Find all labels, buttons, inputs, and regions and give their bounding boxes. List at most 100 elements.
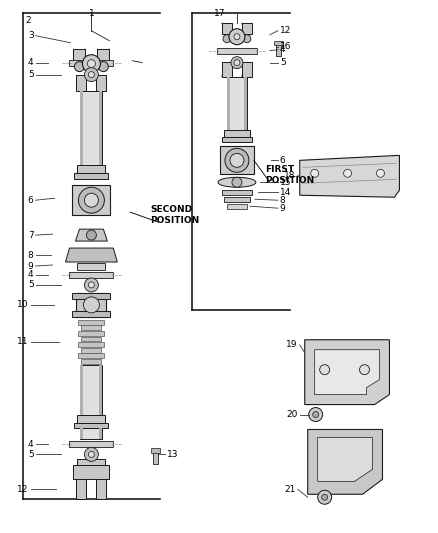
Bar xyxy=(99,365,102,415)
Bar xyxy=(77,479,86,499)
Text: 12: 12 xyxy=(17,485,28,494)
Bar xyxy=(78,165,106,173)
Bar xyxy=(77,293,106,317)
Bar xyxy=(74,423,108,429)
Circle shape xyxy=(243,35,251,43)
Polygon shape xyxy=(75,229,107,241)
Ellipse shape xyxy=(218,177,256,187)
Text: 4: 4 xyxy=(28,440,34,449)
Circle shape xyxy=(311,169,319,177)
Polygon shape xyxy=(242,62,252,77)
Text: 4: 4 xyxy=(280,45,286,54)
Text: 5: 5 xyxy=(28,450,34,459)
Circle shape xyxy=(86,230,96,240)
Polygon shape xyxy=(314,350,379,394)
Bar xyxy=(81,348,101,353)
Bar xyxy=(99,91,102,165)
Polygon shape xyxy=(66,248,117,262)
Circle shape xyxy=(78,187,104,213)
Circle shape xyxy=(223,35,231,43)
Text: 17: 17 xyxy=(214,9,226,18)
Text: FIRST
POSITION: FIRST POSITION xyxy=(265,165,314,185)
Bar xyxy=(220,147,254,174)
Bar xyxy=(153,450,158,464)
Polygon shape xyxy=(222,23,232,34)
Bar xyxy=(81,365,83,415)
Bar xyxy=(70,60,113,66)
Polygon shape xyxy=(305,340,389,405)
Bar xyxy=(78,415,106,423)
Bar xyxy=(70,441,113,447)
Bar xyxy=(81,359,101,364)
Circle shape xyxy=(313,411,319,417)
Text: 6: 6 xyxy=(280,156,286,165)
Text: 15: 15 xyxy=(280,178,291,187)
Text: 11: 11 xyxy=(17,337,28,346)
Bar xyxy=(78,459,106,465)
Bar xyxy=(70,272,113,278)
Bar xyxy=(81,91,102,165)
Polygon shape xyxy=(74,49,85,63)
Bar xyxy=(227,204,247,209)
Text: 14: 14 xyxy=(280,188,291,197)
Circle shape xyxy=(230,154,244,167)
Circle shape xyxy=(360,365,370,375)
Bar xyxy=(81,337,101,342)
Circle shape xyxy=(88,282,95,288)
Polygon shape xyxy=(242,23,252,34)
Circle shape xyxy=(85,68,99,82)
Bar xyxy=(81,91,83,165)
Circle shape xyxy=(85,447,99,462)
Bar xyxy=(99,429,102,439)
Text: 20: 20 xyxy=(286,410,298,419)
Circle shape xyxy=(83,297,99,313)
Circle shape xyxy=(231,56,243,69)
Bar xyxy=(72,185,110,215)
Bar xyxy=(78,353,104,358)
Bar xyxy=(151,448,160,454)
Text: 5: 5 xyxy=(280,58,286,67)
Bar xyxy=(78,320,104,325)
Bar xyxy=(78,331,104,336)
Polygon shape xyxy=(308,430,382,494)
Text: 9: 9 xyxy=(28,262,34,271)
Bar xyxy=(276,43,281,55)
Circle shape xyxy=(318,490,332,504)
Text: 19: 19 xyxy=(286,340,298,349)
Bar xyxy=(74,173,108,179)
Text: 4: 4 xyxy=(28,58,34,67)
Polygon shape xyxy=(96,75,106,91)
Text: 7: 7 xyxy=(28,231,34,240)
Circle shape xyxy=(377,169,385,177)
Bar xyxy=(222,190,252,195)
Polygon shape xyxy=(318,438,372,481)
Circle shape xyxy=(234,34,240,40)
Bar xyxy=(78,342,104,347)
Text: 5: 5 xyxy=(28,280,34,289)
Circle shape xyxy=(321,494,328,500)
Circle shape xyxy=(232,177,242,187)
Bar xyxy=(74,465,110,479)
Circle shape xyxy=(234,60,240,66)
Polygon shape xyxy=(77,75,86,91)
Text: 21: 21 xyxy=(284,485,296,494)
Text: SECOND
POSITION: SECOND POSITION xyxy=(150,205,199,225)
Bar xyxy=(217,47,257,54)
Bar xyxy=(222,138,252,142)
Circle shape xyxy=(88,71,95,78)
Bar xyxy=(81,326,101,330)
Text: 8: 8 xyxy=(28,251,34,260)
Text: 3: 3 xyxy=(28,31,34,40)
Circle shape xyxy=(82,55,100,72)
Text: 2: 2 xyxy=(25,16,31,25)
Text: 1: 1 xyxy=(88,9,94,18)
Bar xyxy=(81,365,102,415)
Bar xyxy=(78,263,106,270)
Circle shape xyxy=(320,365,330,375)
Text: 12: 12 xyxy=(280,26,291,35)
Circle shape xyxy=(225,148,249,172)
Bar xyxy=(224,131,250,138)
Circle shape xyxy=(343,169,352,177)
Polygon shape xyxy=(222,62,232,77)
Text: 16: 16 xyxy=(280,42,291,51)
